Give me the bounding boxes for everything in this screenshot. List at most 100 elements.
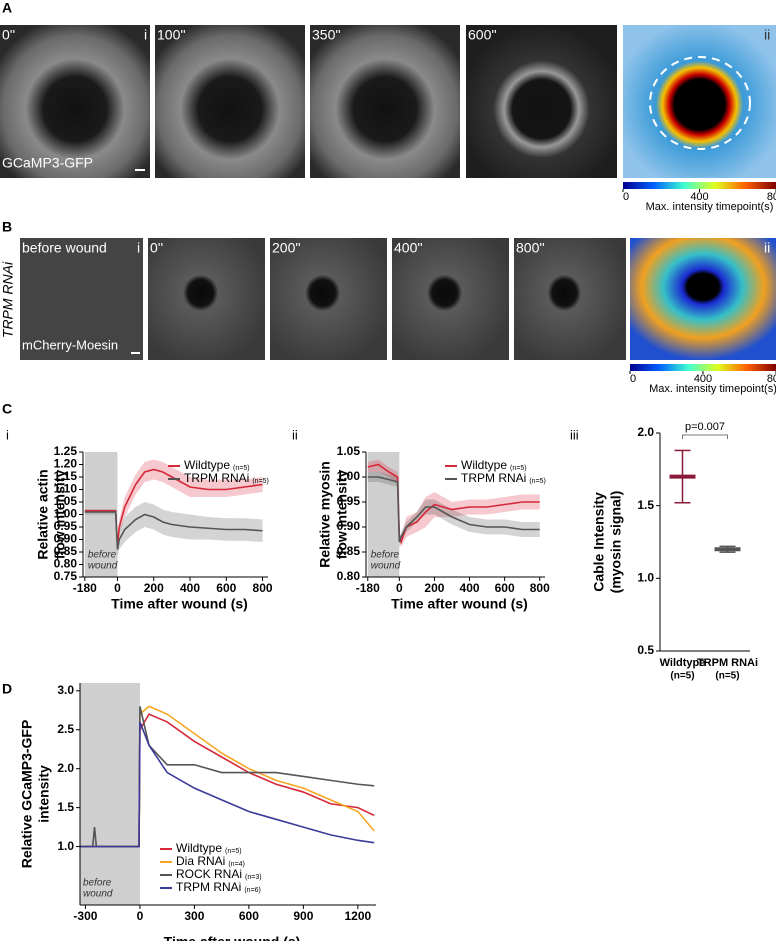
y-axis-label: Relative GCaMP3-GFP: [19, 720, 35, 869]
panel-letter: A: [2, 0, 12, 16]
time-label: 200'': [272, 240, 301, 256]
y-tick-label: 1.5: [57, 800, 74, 814]
x-tick-label: 300: [184, 909, 204, 923]
y-tick-label: 0.85: [54, 544, 78, 558]
colorbar-label: Max. intensity timepoint(s): [649, 383, 776, 395]
legend-label: ROCK RNAi: [176, 867, 242, 881]
x-tick-label: 0: [114, 581, 121, 595]
legend-label: Wildtype: [176, 841, 222, 855]
colorbar-tick-label: 800: [767, 191, 776, 203]
stain-label: mCherry-Moesin: [22, 337, 118, 352]
x-tick-label: -180: [73, 581, 97, 595]
y-axis-label: flow intensity: [334, 470, 350, 560]
sub-label: i: [144, 27, 147, 43]
panel-sub-label: i: [6, 427, 9, 442]
x-tick-note: (n=5): [670, 671, 694, 682]
y-tick-label: 1.25: [54, 444, 78, 458]
side-label: TRPM RNAi: [0, 261, 16, 338]
before-wound-label: wound: [88, 561, 118, 572]
image-panel: [270, 238, 387, 360]
y-axis-label: Cable Intensity: [591, 492, 607, 592]
legend-n-label: (n=5): [233, 465, 250, 472]
colorbar-tick-label: 0: [630, 373, 636, 385]
legend-label: TRPM RNAi: [184, 471, 249, 485]
legend-label: TRPM RNAi: [461, 471, 526, 485]
time-label: 0'': [2, 27, 15, 43]
x-tick-label: 400: [460, 581, 480, 595]
x-tick-label: 200: [424, 581, 444, 595]
y-axis-label: (myosin signal): [608, 491, 624, 594]
colorbar: [630, 364, 776, 371]
y-tick-label: 0.85: [337, 544, 361, 558]
series-line: [84, 511, 263, 550]
image-panel: [630, 238, 776, 360]
x-axis-label: Time after wound (s): [164, 934, 301, 941]
y-axis-label: intensity: [36, 765, 52, 823]
legend-label: Dia RNAi: [176, 854, 225, 868]
significance-bracket: [682, 434, 728, 439]
series-line: [367, 463, 540, 545]
y-tick-label: 1.10: [54, 482, 78, 496]
error-band: [367, 472, 540, 547]
legend-n-label: (n=5): [510, 465, 527, 472]
y-tick-label: 1.20: [54, 457, 78, 471]
time-label: 350'': [312, 27, 341, 43]
colorbar-tick-label: 400: [694, 373, 712, 385]
legend-n-label: (n=5): [225, 848, 242, 855]
x-tick-label: 600: [216, 581, 236, 595]
panel-letter: D: [2, 681, 12, 697]
y-tick-label: 1.0: [637, 571, 654, 585]
image-panel: [623, 25, 776, 178]
y-tick-label: 1.00: [337, 469, 361, 483]
legend-label: Wildtype: [461, 458, 507, 472]
legend-n-label: (n=6): [244, 887, 261, 894]
y-tick-label: 0.5: [637, 643, 654, 657]
wound-outline: [649, 56, 751, 150]
error-band: [84, 459, 263, 550]
y-tick-label: 0.75: [54, 569, 78, 583]
colorbar-tick-label: 800: [767, 373, 776, 385]
y-tick-label: 0.80: [54, 557, 78, 571]
legend-label: Wildtype: [184, 458, 230, 472]
time-label: 100'': [157, 27, 186, 43]
y-axis-label: flow intensity: [52, 470, 68, 560]
series-line: [80, 706, 375, 848]
colorbar-tick-label: 0: [623, 191, 629, 203]
x-tick-label: -180: [356, 581, 380, 595]
image-panel: [392, 238, 509, 360]
legend-n-label: (n=5): [529, 478, 546, 485]
time-label: 0'': [150, 240, 163, 256]
y-tick-label: 0.90: [54, 532, 78, 546]
y-tick-label: 1.05: [54, 494, 78, 508]
x-tick-note: (n=5): [715, 671, 739, 682]
legend-n-label: (n=5): [252, 478, 269, 485]
x-tick-label: Wildtype: [660, 657, 706, 669]
y-tick-label: 1.00: [54, 507, 78, 521]
before-wound-label: wound: [83, 889, 113, 900]
scale-bar: [131, 352, 140, 354]
x-tick-label: -300: [73, 909, 97, 923]
x-tick-label: 600: [239, 909, 259, 923]
panel-sub-label: ii: [292, 427, 298, 442]
time-label: before wound: [22, 240, 107, 256]
legend-label: TRPM RNAi: [176, 880, 241, 894]
x-axis-label: Time after wound (s): [391, 596, 528, 612]
image-panel: [0, 25, 150, 178]
colorbar-label: Max. intensity timepoint(s): [646, 201, 774, 213]
sub-label: i: [137, 240, 140, 256]
series-line: [367, 476, 540, 543]
before-wound-label: before: [88, 550, 117, 561]
y-tick-label: 0.95: [54, 519, 78, 533]
before-wound-label: before: [371, 550, 400, 561]
error-band: [84, 502, 263, 557]
panel-letter: C: [2, 401, 12, 417]
y-tick-label: 2.0: [637, 425, 654, 439]
image-panel: [148, 238, 265, 360]
x-tick-label: TRPM RNAi: [697, 657, 758, 669]
before-wound-label: wound: [371, 561, 401, 572]
series-line: [80, 721, 375, 848]
image-panel: [155, 25, 305, 178]
panel-sub-label: iii: [570, 427, 579, 442]
y-tick-label: 1.5: [637, 498, 654, 512]
before-wound-region: [367, 452, 400, 577]
